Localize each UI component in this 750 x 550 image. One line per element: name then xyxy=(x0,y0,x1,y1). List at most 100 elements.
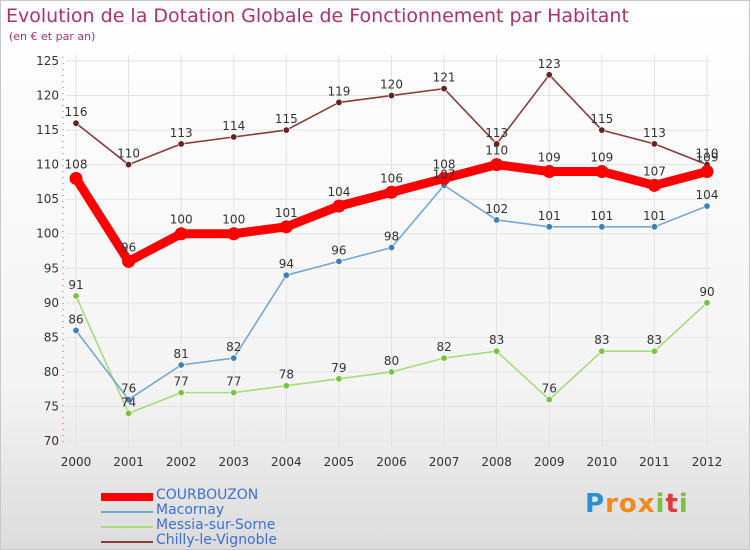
data-label: 121 xyxy=(433,71,456,85)
x-tick-label: 2007 xyxy=(429,455,460,469)
data-point xyxy=(177,361,185,369)
chart-subtitle: (en € et par an) xyxy=(9,30,96,43)
data-label: 76 xyxy=(121,382,136,396)
x-tick-label: 2010 xyxy=(587,455,618,469)
logo-letter: r xyxy=(605,489,619,519)
data-point xyxy=(72,326,80,334)
data-point xyxy=(387,368,395,376)
data-point xyxy=(598,126,606,134)
series-lines xyxy=(69,71,714,417)
data-label: 109 xyxy=(590,151,613,165)
data-label: 100 xyxy=(170,213,193,227)
x-tick-label: 2011 xyxy=(639,455,670,469)
data-point xyxy=(279,220,293,234)
x-tick-label: 2006 xyxy=(376,455,407,469)
data-label: 109 xyxy=(538,151,561,165)
x-tick-label: 2012 xyxy=(692,455,723,469)
data-point xyxy=(177,140,185,148)
x-tick-label: 2000 xyxy=(61,455,92,469)
data-label: 96 xyxy=(121,240,136,254)
data-point xyxy=(177,389,185,397)
data-label: 107 xyxy=(433,167,456,181)
data-label: 119 xyxy=(327,84,350,98)
logo-letter: i xyxy=(678,489,689,519)
data-point xyxy=(650,347,658,355)
data-label: 100 xyxy=(222,213,245,227)
y-tick-label: 110 xyxy=(36,158,59,172)
data-point xyxy=(122,254,136,268)
data-point xyxy=(125,161,133,169)
data-label: 90 xyxy=(699,285,714,299)
data-label: 77 xyxy=(174,375,189,389)
data-point xyxy=(335,257,343,265)
data-label: 82 xyxy=(226,340,241,354)
data-label: 101 xyxy=(275,206,298,220)
data-label: 108 xyxy=(433,157,456,171)
data-point xyxy=(545,223,553,231)
data-point xyxy=(125,409,133,417)
data-point xyxy=(440,85,448,93)
data-point xyxy=(282,126,290,134)
data-label: 98 xyxy=(384,230,399,244)
data-label: 120 xyxy=(380,78,403,92)
data-point xyxy=(493,216,501,224)
data-point xyxy=(650,140,658,148)
data-point xyxy=(703,202,711,210)
data-label: 91 xyxy=(68,278,83,292)
data-label: 123 xyxy=(538,57,561,71)
data-label: 109 xyxy=(696,151,719,165)
data-point xyxy=(385,185,398,199)
data-point xyxy=(230,389,238,397)
x-tick-label: 2003 xyxy=(218,455,249,469)
data-point xyxy=(230,133,238,141)
data-point xyxy=(440,354,448,362)
data-label: 101 xyxy=(643,209,666,223)
data-label: 108 xyxy=(65,157,88,171)
data-point xyxy=(700,165,714,179)
data-label: 110 xyxy=(117,147,140,161)
data-label: 110 xyxy=(485,144,508,158)
y-tick-label: 75 xyxy=(44,399,59,413)
data-point xyxy=(493,347,501,355)
x-tick-label: 2009 xyxy=(534,455,565,469)
data-point xyxy=(647,178,661,192)
data-point xyxy=(72,292,80,300)
chart-title: Evolution de la Dotation Globale de Fonc… xyxy=(6,5,629,27)
data-point xyxy=(332,199,346,213)
data-point xyxy=(598,347,606,355)
logo-letter: i xyxy=(655,489,666,519)
data-point xyxy=(335,98,343,106)
data-point xyxy=(174,227,188,241)
y-tick-label: 80 xyxy=(44,365,59,379)
data-label: 104 xyxy=(327,185,350,199)
data-point xyxy=(387,92,395,100)
data-point xyxy=(595,165,609,179)
data-point xyxy=(230,354,238,362)
data-label: 101 xyxy=(538,209,561,223)
y-tick-label: 85 xyxy=(44,330,59,344)
data-label: 77 xyxy=(226,375,241,389)
data-label: 116 xyxy=(65,105,88,119)
data-point xyxy=(493,140,501,148)
data-point xyxy=(650,223,658,231)
logo-letter: t xyxy=(665,489,679,519)
data-label: 106 xyxy=(380,171,403,185)
legend-swatch xyxy=(101,493,153,501)
y-tick-label: 115 xyxy=(36,123,59,137)
data-label: 113 xyxy=(643,126,666,140)
data-label: 83 xyxy=(594,333,609,347)
data-point xyxy=(542,165,556,179)
data-point xyxy=(69,171,83,185)
data-point xyxy=(598,223,606,231)
legend-label: Chilly-le-Vignoble xyxy=(156,532,278,548)
data-label: 113 xyxy=(485,126,508,140)
data-label: 115 xyxy=(275,112,298,126)
data-label: 74 xyxy=(121,395,136,409)
data-point xyxy=(282,271,290,279)
data-label: 110 xyxy=(696,147,719,161)
data-point xyxy=(437,171,451,185)
data-label: 115 xyxy=(590,112,613,126)
data-label: 82 xyxy=(436,340,451,354)
